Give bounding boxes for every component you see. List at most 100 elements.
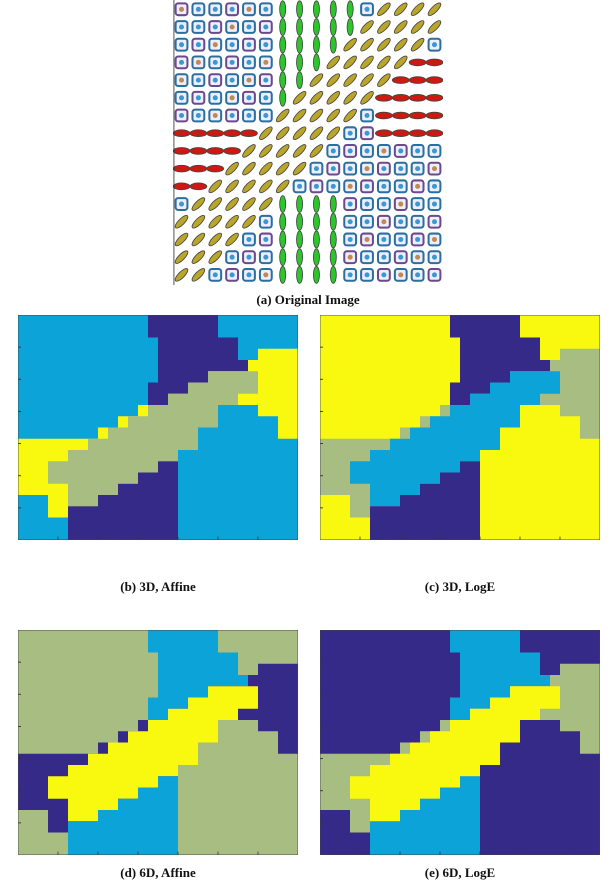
glyph [347,19,353,36]
figure-page: {"figure": {"subfigures": [ {"label": "(… [0,0,616,886]
glyph [364,202,369,207]
glyph [432,237,437,242]
glyph [297,213,303,230]
glyph [359,19,375,35]
caption-label: (a) [256,292,271,307]
glyph [207,148,224,155]
glyph [207,178,223,194]
glyph [241,178,257,194]
caption-label: (d) [120,865,136,880]
caption-text: Original Image [275,292,360,307]
glyph [297,231,303,248]
glyph [313,231,319,248]
glyph [330,196,336,213]
glyph [297,196,303,213]
glyph [190,148,207,155]
glyph [381,202,386,207]
glyph [375,112,392,119]
glyph [173,267,189,283]
glyph [398,219,403,224]
glyph [241,130,258,137]
glyph [313,36,319,53]
glyph [258,143,274,159]
glyph [348,237,353,242]
glyph [376,54,392,70]
glyph [280,54,286,71]
glyph [241,143,257,159]
glyph [196,60,201,65]
glyph [213,78,218,83]
glyph [330,213,336,230]
glyph [415,237,420,242]
glyph [297,266,303,283]
glyph [246,42,251,47]
glyph [213,42,218,47]
glyph [393,19,409,35]
glyph [297,36,303,53]
segmentation-map [320,630,600,855]
glyph [173,148,190,155]
glyph [230,24,235,29]
glyph [280,19,286,36]
glyph [313,19,319,36]
glyph [314,184,319,189]
glyph [207,130,224,137]
glyph [258,196,274,212]
glyph [398,148,403,153]
glyph [392,94,409,101]
glyph [432,42,437,47]
glyph [230,95,235,100]
glyph [263,78,268,83]
glyph [213,95,218,100]
glyph [325,54,341,70]
glyph [415,202,420,207]
glyph [364,148,369,153]
glyph [207,165,224,172]
glyph [409,59,426,66]
caption-label: (e) [425,865,439,880]
glyph [291,125,307,141]
glyph [241,161,257,177]
glyph [275,161,291,177]
glyph [410,19,426,35]
glyph [173,183,190,190]
glyph [280,249,286,266]
glyph [297,1,303,18]
glyph [348,272,353,277]
glyph [348,131,353,136]
glyph [224,231,240,247]
caption-c: (c) 3D, LogE [320,579,600,595]
glyph [398,237,403,242]
glyph [246,60,251,65]
glyph [330,266,336,283]
glyph [291,90,307,106]
glyph [190,196,206,212]
glyph [381,148,386,153]
glyph [230,42,235,47]
glyph [246,7,251,12]
caption-b: (b) 3D, Affine [18,579,298,595]
caption-a: (a) Original Image [0,292,616,308]
glyph [190,130,207,137]
glyph [246,95,251,100]
glyph [359,37,375,53]
glyph [196,113,201,118]
glyph [313,213,319,230]
glyph [196,7,201,12]
glyph [280,1,286,18]
glyph [280,196,286,213]
caption-label: (c) [425,579,439,594]
glyph [275,107,291,123]
glyph [213,7,218,12]
glyph [325,72,341,88]
glyph [190,183,207,190]
glyph [364,7,369,12]
glyph [347,1,353,18]
glyph [398,166,403,171]
glyph [246,237,251,242]
glyph [426,130,443,137]
glyph [432,166,437,171]
glyph [173,214,189,230]
glyph [308,125,324,141]
glyph [432,255,437,260]
